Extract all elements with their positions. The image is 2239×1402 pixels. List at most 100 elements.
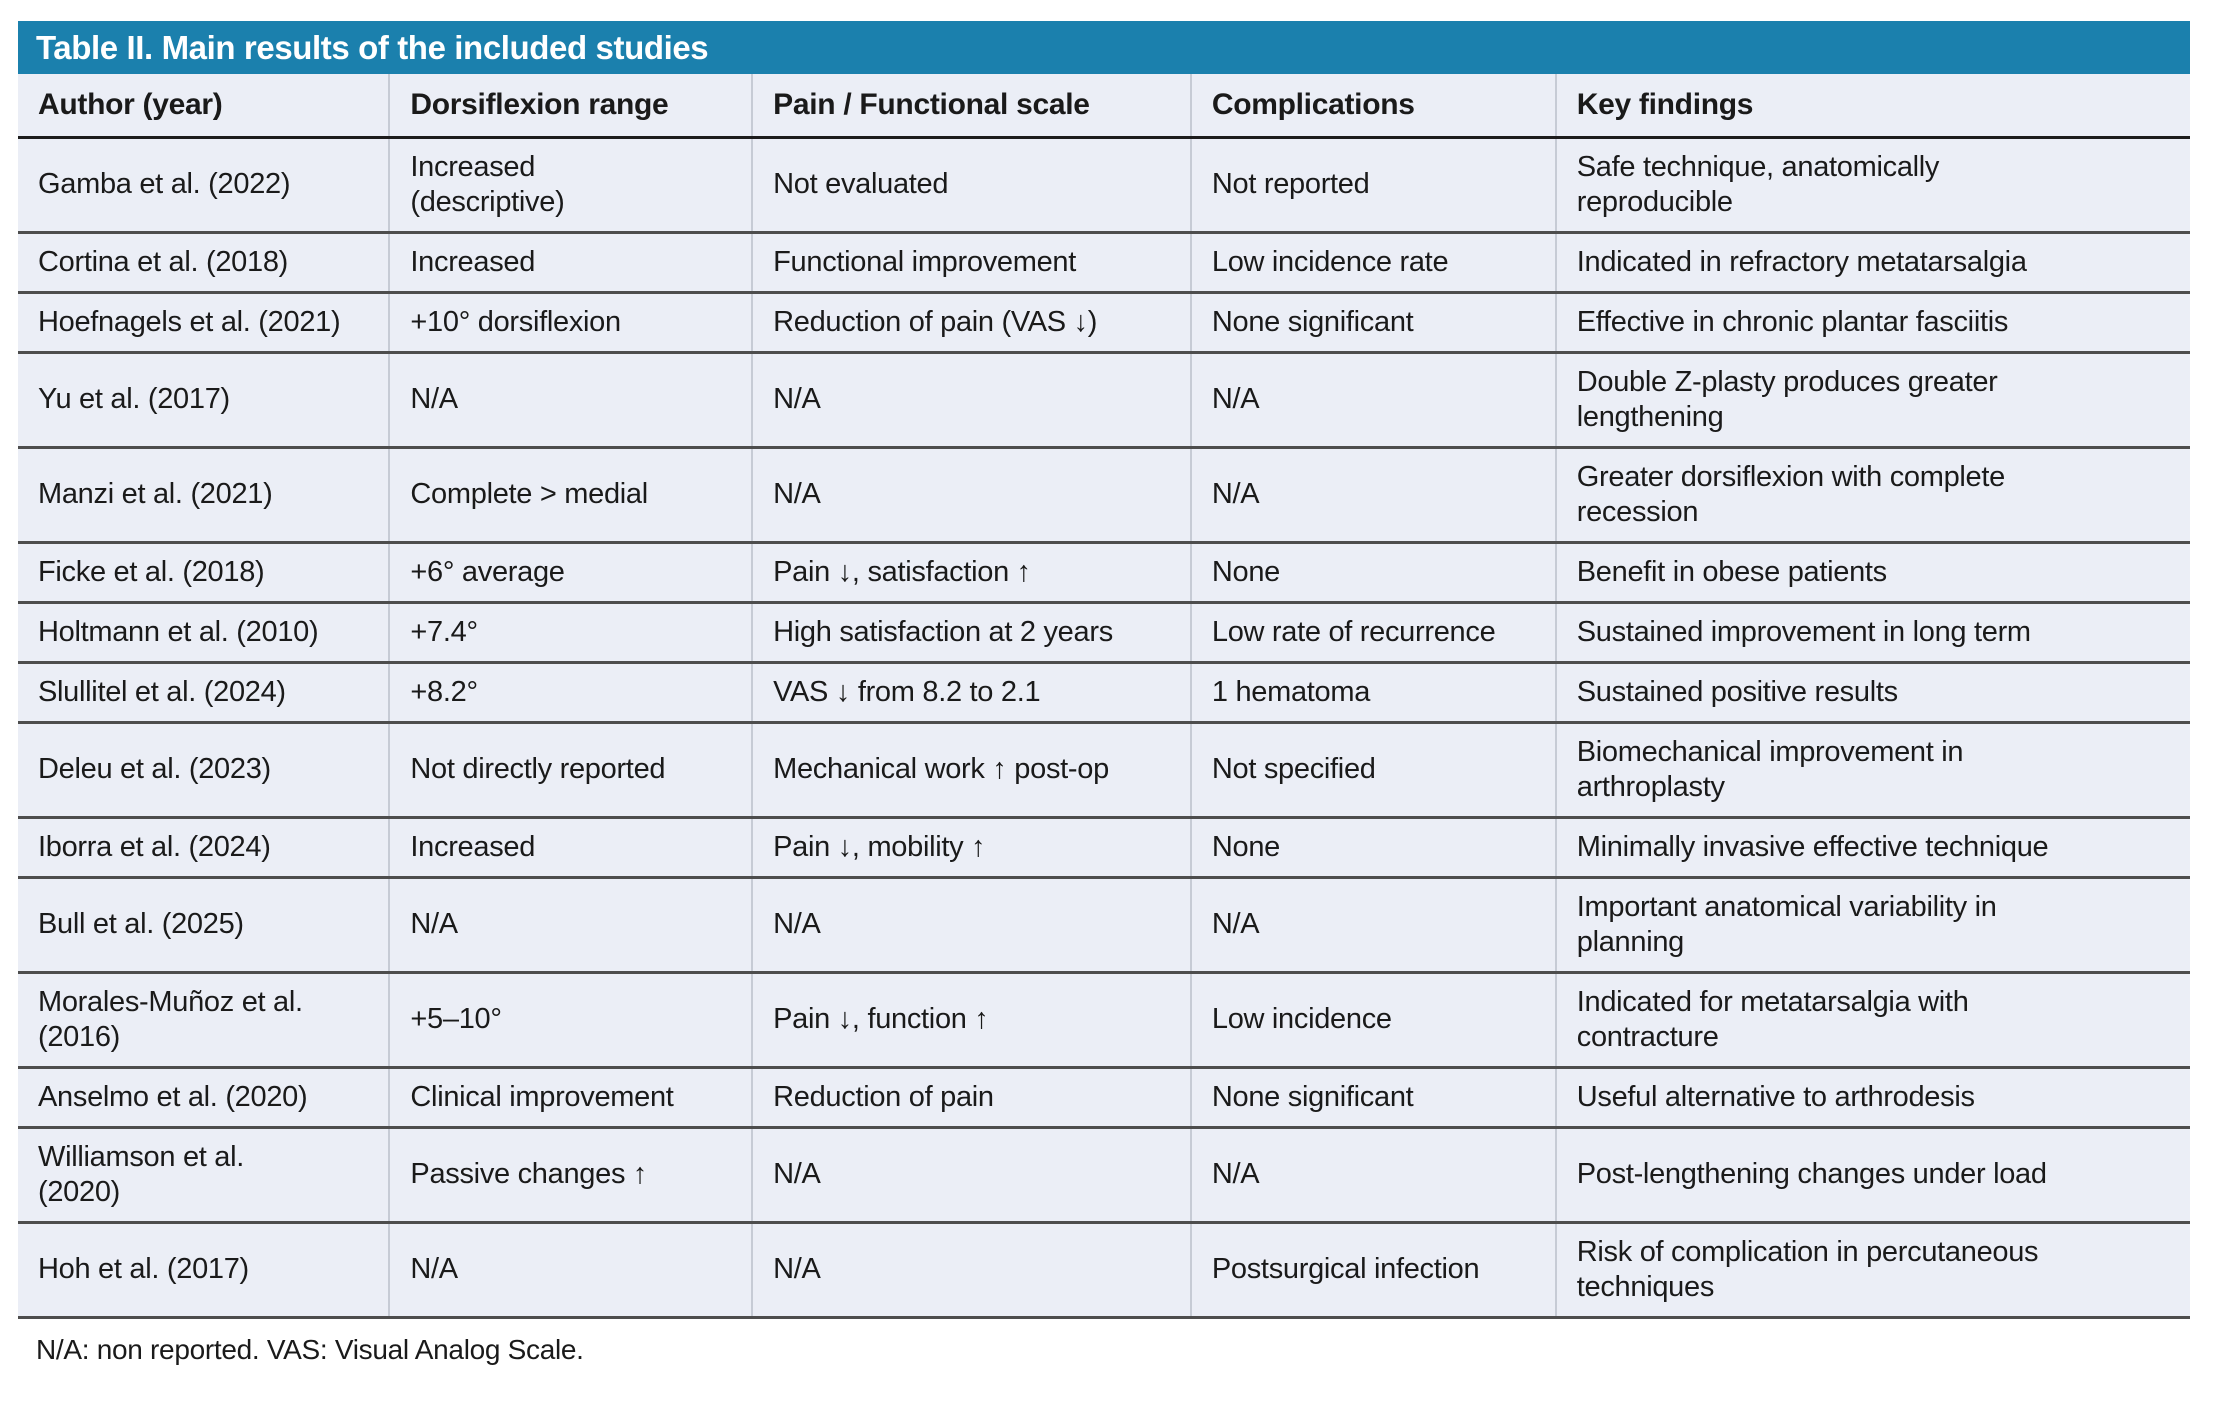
cell-pain-functional-scale: Functional improvement: [751, 232, 1191, 292]
cell-complications: Not specified: [1189, 722, 1556, 817]
column-header-author-year: Author (year): [38, 88, 223, 122]
cell-author-year: Anselmo et al. (2020): [38, 1080, 308, 1113]
cell-key-findings: Important anatomical variability in plan…: [1554, 877, 2190, 972]
cell-dorsiflexion-range: +8.2°: [388, 662, 753, 722]
cell-author-year: Morales-Muñoz et al. (2016): [38, 985, 303, 1053]
cell-author-year: Deleu et al. (2023): [38, 753, 271, 785]
cell-pain-functional-scale: Reduction of pain (VAS ↓): [751, 292, 1191, 352]
cell-author-year: Williamson et al. (2020): [38, 1140, 245, 1208]
cell-author-year: Gamba et al. (2022): [38, 168, 291, 200]
cell-dorsiflexion-range: +5–10°: [388, 972, 753, 1067]
cell-author-year: Iborra et al. (2024): [38, 830, 271, 863]
cell-complications: N/A: [1189, 352, 1556, 447]
table-row: Gamba et al. (2022) Increased (descriptiv…: [18, 137, 2190, 232]
cell-pain-functional-scale: Pain ↓, function ↑: [751, 972, 1191, 1067]
cell-complications: None: [1189, 542, 1556, 602]
cell-dorsiflexion-range: +6° average: [388, 542, 753, 602]
cell-pain-functional-scale: Reduction of pain: [751, 1067, 1191, 1127]
cell-dorsiflexion-range: Increased (descriptive): [388, 137, 753, 232]
cell-pain-functional-scale: N/A: [751, 1222, 1191, 1317]
cell-dorsiflexion-range: Not directly reported: [388, 722, 753, 817]
cell-dorsiflexion-range: Increased: [388, 817, 753, 877]
table-row: Holtmann et al. (2010) +7.4° High satisfac…: [18, 602, 2190, 662]
cell-complications: N/A: [1189, 447, 1556, 542]
cell-dorsiflexion-range: +7.4°: [388, 602, 753, 662]
table-row: Manzi et al. (2021) Complete > medial N/A N…: [18, 447, 2190, 542]
cell-key-findings: Safe technique, anatomically reproducibl…: [1554, 137, 2190, 232]
table-row: Williamson et al. (2020) Passive changes …: [18, 1127, 2190, 1222]
table-row: Deleu et al. (2023) Not directly reported…: [18, 722, 2190, 817]
cell-author-year: Cortina et al. (2018): [38, 245, 288, 278]
column-header-key-findings: Key findings: [1554, 74, 2190, 137]
cell-pain-functional-scale: High satisfaction at 2 years: [751, 602, 1191, 662]
table-body: Gamba et al. (2022) Increased (descriptiv…: [18, 137, 2190, 1317]
cell-complications: Low incidence rate: [1189, 232, 1556, 292]
cell-author-year: Bull et al. (2025): [38, 908, 244, 940]
cell-complications: N/A: [1189, 877, 1556, 972]
cell-author-year: Slullitel et al. (2024): [38, 675, 286, 708]
cell-key-findings: Risk of complication in percutaneous tec…: [1554, 1222, 2190, 1317]
cell-key-findings: Benefit in obese patients: [1554, 542, 2190, 602]
cell-dorsiflexion-range: Complete > medial: [388, 447, 753, 542]
cell-complications: Low incidence: [1189, 972, 1556, 1067]
cell-dorsiflexion-range: Increased: [388, 232, 753, 292]
cell-author-year: Ficke et al. (2018): [38, 555, 265, 588]
cell-author-year: Hoefnagels et al. (2021): [38, 305, 341, 338]
cell-pain-functional-scale: VAS ↓ from 8.2 to 2.1: [751, 662, 1191, 722]
table-row: Anselmo et al. (2020) Clinical improvemen…: [18, 1067, 2190, 1127]
table-header-row: Author (year) Dorsiflexion range Pain / Fu…: [18, 74, 2190, 137]
cell-key-findings: Effective in chronic plantar fasciitis: [1554, 292, 2190, 352]
cell-complications: Not reported: [1189, 137, 1556, 232]
cell-complications: N/A: [1189, 1127, 1556, 1222]
cell-key-findings: Minimally invasive effective technique: [1554, 817, 2190, 877]
cell-dorsiflexion-range: Clinical improvement: [388, 1067, 753, 1127]
table-row: Hoefnagels et al. (2021) +10° dorsiflexio…: [18, 292, 2190, 352]
column-header-complications: Complications: [1189, 74, 1556, 137]
cell-pain-functional-scale: Not evaluated: [751, 137, 1191, 232]
cell-pain-functional-scale: Pain ↓, satisfaction ↑: [751, 542, 1191, 602]
cell-key-findings: Indicated for metatarsalgia with contrac…: [1554, 972, 2190, 1067]
cell-key-findings: Greater dorsiflexion with complete reces…: [1554, 447, 2190, 542]
cell-key-findings: Post-lengthening changes under load: [1554, 1127, 2190, 1222]
cell-dorsiflexion-range: +10° dorsiflexion: [388, 292, 753, 352]
table-header: Author (year) Dorsiflexion range Pain / Fu…: [18, 74, 2190, 137]
cell-author-year: Manzi et al. (2021): [38, 478, 273, 510]
table-row: Cortina et al. (2018) Increased Functional…: [18, 232, 2190, 292]
results-table: Author (year) Dorsiflexion range Pain / Fu…: [18, 74, 2190, 1319]
cell-key-findings: Sustained improvement in long term: [1554, 602, 2190, 662]
table-row: Iborra et al. (2024) Increased Pain ↓, mob…: [18, 817, 2190, 877]
cell-complications: None significant: [1189, 1067, 1556, 1127]
cell-pain-functional-scale: Mechanical work ↑ post-op: [751, 722, 1191, 817]
table-row: Slullitel et al. (2024) +8.2° VAS ↓ from 8…: [18, 662, 2190, 722]
cell-complications: Postsurgical infection: [1189, 1222, 1556, 1317]
cell-complications: 1 hematoma: [1189, 662, 1556, 722]
cell-complications: None: [1189, 817, 1556, 877]
table-row: Bull et al. (2025) N/A N/A N/A Important ana…: [18, 877, 2190, 972]
cell-author-year: Holtmann et al. (2010): [38, 615, 319, 648]
column-header-pain-functional-scale: Pain / Functional scale: [751, 74, 1191, 137]
table-footnote: N/A: non reported. VAS: Visual Analog Sc…: [36, 1333, 584, 1365]
table-title: Table II. Main results of the included s…: [18, 21, 2190, 74]
cell-complications: Low rate of recurrence: [1189, 602, 1556, 662]
cell-pain-functional-scale: N/A: [751, 877, 1191, 972]
cell-pain-functional-scale: N/A: [751, 447, 1191, 542]
cell-dorsiflexion-range: Passive changes ↑: [388, 1127, 753, 1222]
cell-key-findings: Biomechanical improvement in arthroplast…: [1554, 722, 2190, 817]
table-row: Hoh et al. (2017) N/A N/A Postsurgical infe…: [18, 1222, 2190, 1317]
table-row: Yu et al. (2017) N/A N/A N/A Double Z-plasty…: [18, 352, 2190, 447]
table-row: Ficke et al. (2018) +6° average Pain ↓, sa…: [18, 542, 2190, 602]
cell-author-year: Hoh et al. (2017): [38, 1253, 249, 1285]
cell-pain-functional-scale: N/A: [751, 352, 1191, 447]
cell-dorsiflexion-range: N/A: [388, 1222, 753, 1317]
cell-dorsiflexion-range: N/A: [388, 877, 753, 972]
cell-key-findings: Indicated in refractory metatarsalgia: [1554, 232, 2190, 292]
cell-complications: None significant: [1189, 292, 1556, 352]
cell-author-year: Yu et al. (2017): [38, 383, 230, 415]
cell-key-findings: Sustained positive results: [1554, 662, 2190, 722]
cell-key-findings: Useful alternative to arthrodesis: [1554, 1067, 2190, 1127]
cell-dorsiflexion-range: N/A: [388, 352, 753, 447]
results-table-container: Table II. Main results of the included s…: [18, 21, 2190, 1366]
cell-key-findings: Double Z-plasty produces greater lengthe…: [1554, 352, 2190, 447]
cell-pain-functional-scale: N/A: [751, 1127, 1191, 1222]
cell-pain-functional-scale: Pain ↓, mobility ↑: [751, 817, 1191, 877]
